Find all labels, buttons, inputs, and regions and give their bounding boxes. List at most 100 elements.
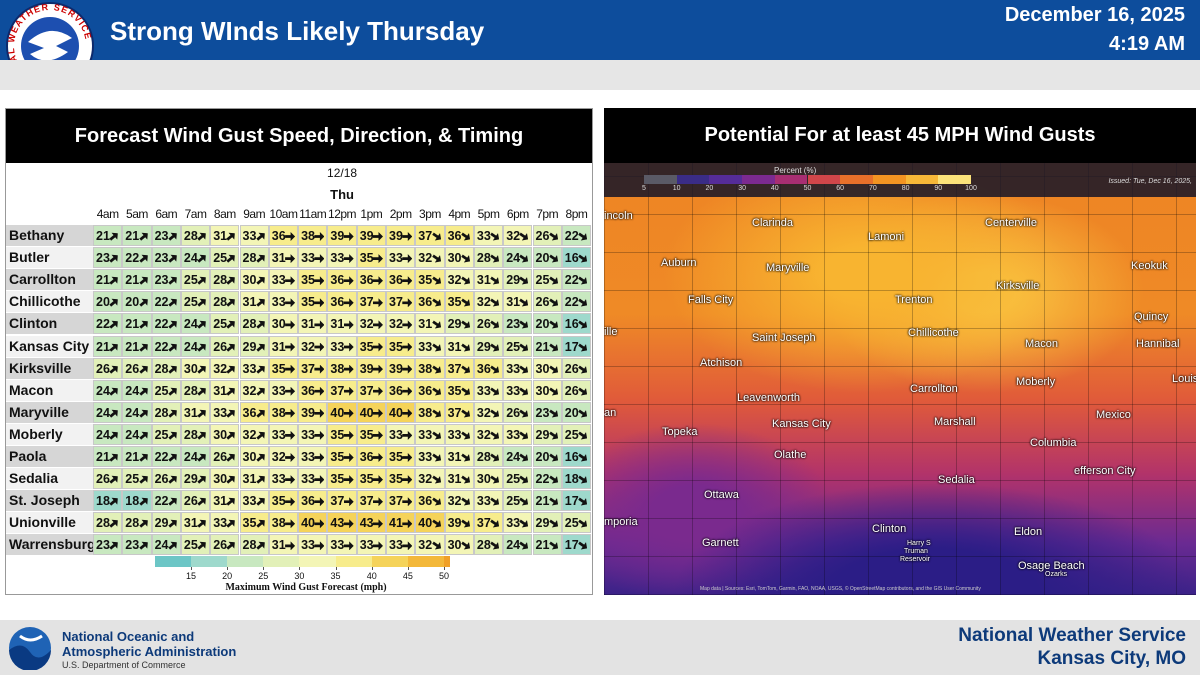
map-label: Kirksville (996, 280, 1040, 292)
gust-cell: 39 (327, 225, 357, 246)
gust-cell: 23 (503, 313, 533, 335)
legend-tick-label: 90 (934, 185, 943, 192)
gust-cell: 36 (327, 269, 357, 291)
gust-cell: 30 (532, 357, 562, 379)
city-name: Chillicothe (6, 291, 93, 313)
gust-cell: 28 (473, 247, 504, 269)
table-day: Thu (330, 187, 354, 202)
direction-arrow (195, 296, 208, 309)
legend-swatch (774, 175, 808, 184)
gust-cell: 33 (386, 247, 416, 269)
direction-arrow (254, 318, 267, 331)
city-name: Unionville (6, 512, 93, 534)
direction-arrow (430, 296, 443, 309)
gust-cell: 24 (503, 446, 533, 467)
direction-arrow (372, 497, 383, 507)
direction-arrow (547, 495, 560, 508)
hour-label: 1pm (360, 207, 383, 221)
colorbar-swatch (407, 556, 444, 567)
direction-arrow (225, 517, 238, 530)
gust-cell: 28 (239, 534, 269, 556)
city-name: Kirksville (6, 357, 93, 379)
gust-cell: 29 (180, 468, 211, 490)
gust-cell: 23 (532, 401, 562, 423)
gust-cell: 36 (298, 379, 328, 401)
direction-arrow (402, 254, 413, 264)
colorbar-tick-label: 30 (294, 571, 305, 581)
legend-swatch (840, 175, 873, 184)
gust-cell: 26 (210, 446, 240, 467)
gust-cell: 22 (93, 313, 123, 335)
direction-arrow (254, 451, 267, 464)
colorbar-tick-label: 35 (330, 571, 341, 581)
gust-cell: 25 (180, 291, 211, 313)
gust-cell: 26 (180, 490, 211, 512)
gust-cell: 31 (210, 379, 240, 401)
direction-arrow (402, 320, 413, 330)
direction-arrow (489, 296, 502, 309)
direction-arrow (314, 475, 325, 485)
gust-cell: 25 (561, 423, 592, 445)
agency-line: National Oceanic and (62, 629, 195, 644)
direction-arrow (576, 252, 589, 265)
map-label: Sedalia (938, 474, 975, 486)
gust-cell: 35 (298, 291, 328, 313)
direction-arrow (225, 230, 238, 243)
direction-arrow (225, 318, 238, 331)
gust-cell: 30 (473, 468, 504, 490)
direction-arrow (402, 276, 413, 286)
gust-cell: 25 (210, 247, 240, 269)
gust-cell: 33 (268, 269, 299, 291)
gust-cell: 16 (561, 247, 592, 269)
direction-arrow (285, 475, 296, 485)
direction-arrow (285, 541, 296, 551)
gust-cell: 28 (122, 512, 152, 534)
direction-arrow (547, 274, 560, 287)
direction-arrow (108, 539, 121, 552)
gust-cell: 39 (444, 512, 474, 534)
gust-cell: 36 (415, 379, 445, 401)
map-label: Hannibal (1136, 338, 1180, 350)
map-label: Truman (904, 548, 928, 555)
legend-tick-label: 80 (901, 185, 910, 192)
gust-cell: 39 (356, 225, 386, 246)
direction-arrow (225, 296, 238, 309)
gust-cell: 35 (356, 247, 386, 269)
direction-arrow (489, 340, 502, 353)
gust-cell: 32 (473, 291, 504, 313)
colorbar-swatch (227, 556, 264, 567)
colorbar-tick-label: 50 (438, 571, 449, 581)
gust-cell: 38 (415, 357, 445, 379)
direction-arrow (576, 363, 589, 376)
direction-arrow (372, 475, 383, 485)
direction-arrow (430, 318, 443, 331)
gust-cell: 32 (444, 490, 474, 512)
direction-arrow (459, 407, 472, 420)
direction-arrow (166, 274, 179, 287)
panel-title: Forecast Wind Gust Speed, Direction, & T… (6, 109, 592, 163)
direction-arrow (166, 296, 179, 309)
legend-title: Percent (%) (774, 166, 817, 175)
gust-cell: 36 (386, 269, 416, 291)
gust-cell: 32 (239, 423, 269, 445)
gust-cell: 37 (356, 379, 386, 401)
direction-arrow (314, 342, 325, 352)
hour-label: 11am (299, 207, 327, 221)
direction-arrow (430, 451, 443, 464)
direction-arrow (518, 495, 531, 508)
direction-arrow (576, 517, 589, 530)
wind-table: 12/18 Thu 4am 5am 6am 7am 8am 9am 10am 11am 12pm 1p… (6, 163, 592, 594)
direction-arrow (372, 232, 383, 241)
direction-arrow (547, 429, 560, 442)
direction-arrow (372, 453, 383, 462)
gust-cell: 28 (93, 512, 123, 534)
gust-cell: 37 (327, 379, 357, 401)
gust-cell: 31 (415, 313, 445, 335)
direction-arrow (195, 362, 208, 375)
gust-cell: 24 (93, 423, 123, 445)
direction-arrow (285, 430, 296, 440)
direction-arrow (285, 254, 296, 264)
direction-arrow (314, 276, 325, 286)
colorbar-swatch (335, 556, 372, 567)
direction-arrow (285, 232, 296, 241)
